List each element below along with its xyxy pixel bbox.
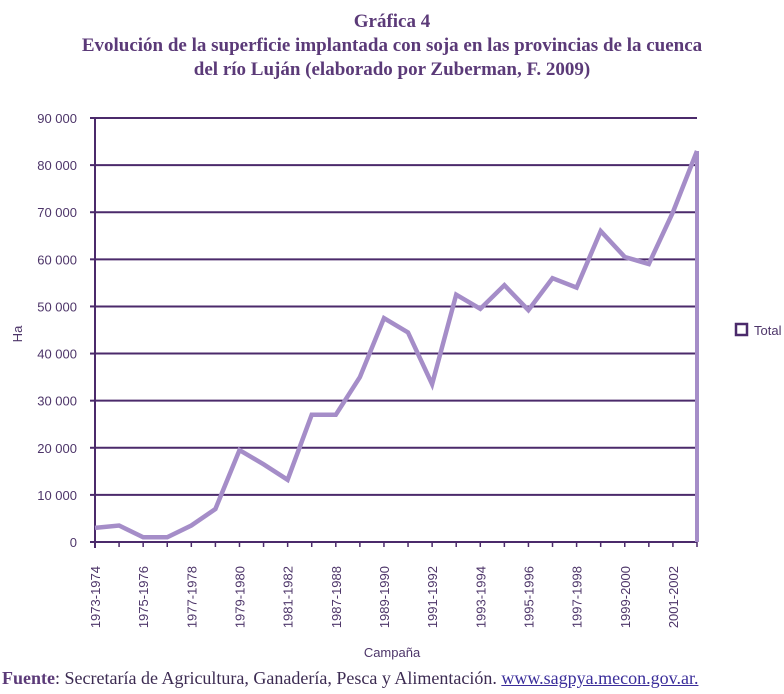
series-line-total — [94, 150, 700, 540]
x-tick-label: 1973-1974 — [88, 566, 103, 628]
x-tick-label: 1991-1992 — [425, 566, 440, 628]
legend-label-total: Total — [754, 323, 782, 338]
x-tick-label: 1979-1980 — [232, 566, 247, 628]
x-tick-label: 1993-1994 — [473, 566, 488, 628]
y-axis-title: Ha — [10, 325, 25, 342]
gridlines — [95, 117, 697, 496]
x-tick-label: 1987-1988 — [329, 566, 344, 628]
x-tick-label: 1997-1998 — [570, 566, 585, 628]
x-tick-label: 1999-2000 — [618, 566, 633, 628]
y-tick-label: 50 000 — [37, 299, 77, 314]
chart-number: Gráfica 4 — [353, 11, 431, 32]
x-tick-label: 1977-1978 — [184, 566, 199, 628]
y-tick-label: 60 000 — [37, 252, 77, 267]
x-axis-title: Campaña — [364, 645, 421, 660]
chart-title-line-2: del río Luján (elaborado por Zuberman, F… — [193, 59, 591, 80]
x-tick-label: 2001-2002 — [666, 566, 681, 628]
y-tick-label: 70 000 — [37, 205, 77, 220]
x-tick-labels: 1973-1974 1975-1976 1977-1978 1979-1980 1981… — [88, 566, 681, 628]
y-tick-labels: 0 10 000 20 000 30 000 40 000 50 000 60 000 70 … — [37, 111, 77, 550]
source-label: Fuente — [2, 668, 55, 688]
legend: Total — [734, 322, 782, 338]
x-tick-label: 1995-1996 — [521, 566, 536, 628]
y-tick-label: 90 000 — [37, 111, 77, 126]
chart-title-block: Gráfica 4 Evolución de la superficie imp… — [0, 10, 784, 82]
y-tick-label: 40 000 — [37, 347, 77, 362]
y-tick-label: 20 000 — [37, 441, 77, 456]
y-tick-label: 30 000 — [37, 394, 77, 409]
source-note: Fuente: Secretaría de Agricultura, Ganad… — [2, 668, 782, 689]
series-layer — [94, 150, 700, 542]
x-tick-label: 1975-1976 — [136, 566, 151, 628]
legend-swatch-total — [734, 322, 749, 337]
y-tick-label: 80 000 — [37, 158, 77, 173]
x-tick-label: 1989-1990 — [377, 566, 392, 628]
chart-title-line-1: Evolución de la superficie implantada co… — [81, 35, 703, 56]
x-tick-label: 1981-1982 — [281, 566, 296, 628]
axes — [90, 117, 698, 548]
source-text: : Secretaría de Agricultura, Ganadería, … — [55, 668, 502, 688]
y-tick-label: 10 000 — [37, 488, 77, 503]
y-tick-label: 0 — [70, 535, 77, 550]
source-link[interactable]: www.sagpya.mecon.gov.ar. — [501, 668, 699, 688]
